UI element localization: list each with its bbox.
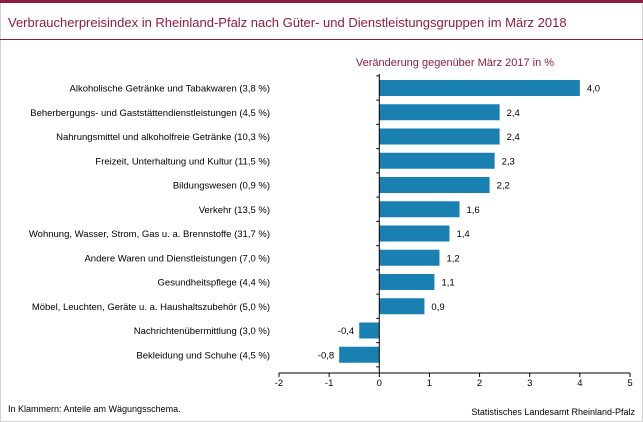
value-label: 4,0 bbox=[587, 84, 600, 95]
category-label: Nahrungsmittel und alkoholfreie Getränke… bbox=[56, 132, 270, 143]
x-tick-label: 4 bbox=[577, 378, 582, 389]
value-label: 0,9 bbox=[431, 302, 444, 313]
footer-note: In Klammern: Anteile am Wägungsschema. bbox=[8, 404, 181, 414]
x-tick-label: 5 bbox=[627, 378, 632, 389]
value-label: 2,2 bbox=[497, 181, 510, 192]
category-label: Andere Waren und Dienstleistungen (7,0 %… bbox=[84, 253, 270, 264]
category-label: Wohnung, Wasser, Strom, Gas u. a. Brenns… bbox=[29, 229, 270, 240]
x-tick-label: -2 bbox=[275, 378, 283, 389]
title-divider bbox=[0, 39, 643, 40]
bar bbox=[379, 298, 425, 315]
x-tick-label: 3 bbox=[527, 378, 532, 389]
category-label: Möbel, Leuchten, Geräte u. a. Haushaltsz… bbox=[32, 302, 270, 313]
bar bbox=[379, 177, 490, 193]
category-label: Freizeit, Unterhaltung und Kultur (11,5 … bbox=[95, 156, 270, 167]
x-tick-label: -1 bbox=[325, 378, 333, 389]
x-tick-label: 1 bbox=[427, 378, 432, 389]
bar bbox=[339, 346, 380, 363]
value-label: 1,6 bbox=[467, 205, 480, 216]
value-label: 1,4 bbox=[456, 229, 469, 240]
category-label: Bildungswesen (0,9 %) bbox=[173, 181, 270, 192]
bar bbox=[379, 249, 440, 266]
bar bbox=[379, 128, 500, 145]
bar bbox=[379, 80, 580, 96]
x-tick-label: 0 bbox=[377, 378, 382, 389]
value-label: 2,3 bbox=[502, 156, 515, 167]
chart-subtitle: Veränderung gegenüber März 2017 in % bbox=[355, 57, 555, 69]
category-label: Gesundheitspflege (4,4 %) bbox=[158, 278, 270, 289]
category-label: Bekleidung und Schuhe (4,5 %) bbox=[136, 350, 270, 361]
value-label: 1,2 bbox=[446, 253, 459, 264]
source-label: Statistisches Landesamt Rheinland-Pfalz bbox=[471, 407, 635, 417]
value-label: -0,4 bbox=[338, 326, 354, 337]
value-label: 1,1 bbox=[441, 278, 454, 289]
value-label: -0,8 bbox=[318, 350, 334, 361]
bar bbox=[379, 225, 450, 242]
bar bbox=[379, 274, 435, 290]
x-tick-label: 2 bbox=[477, 378, 482, 389]
chart-title: Verbraucherpreisindex in Rheinland-Pfalz… bbox=[8, 15, 567, 30]
top-accent-bar bbox=[0, 0, 643, 3]
value-label: 2,4 bbox=[507, 108, 520, 119]
category-label: Nachrichtenübermittlung (3,0 %) bbox=[134, 326, 270, 337]
bar bbox=[379, 104, 500, 121]
bar bbox=[379, 201, 460, 218]
category-label: Verkehr (13,5 %) bbox=[199, 205, 270, 216]
bar bbox=[379, 152, 495, 169]
category-label: Beherbergungs- und Gaststättendienstleis… bbox=[30, 108, 270, 119]
value-label: 2,4 bbox=[507, 132, 520, 143]
category-label: Alkoholische Getränke und Tabakwaren (3,… bbox=[70, 84, 271, 95]
bar bbox=[359, 322, 380, 339]
